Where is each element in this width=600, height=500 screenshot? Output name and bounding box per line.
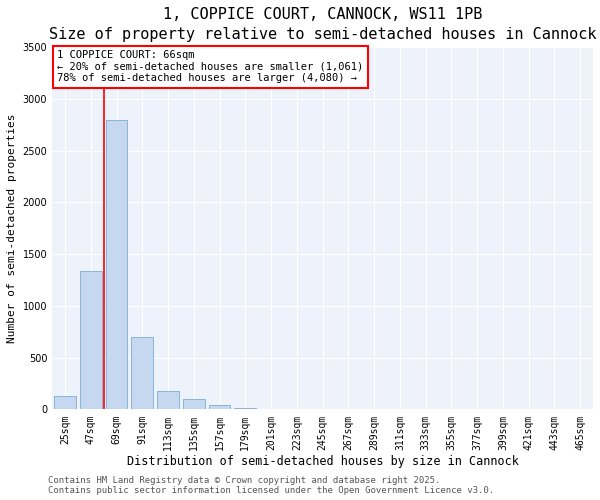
Y-axis label: Number of semi-detached properties: Number of semi-detached properties xyxy=(7,114,17,343)
Bar xyxy=(157,392,179,409)
Text: Contains HM Land Registry data © Crown copyright and database right 2025.
Contai: Contains HM Land Registry data © Crown c… xyxy=(48,476,494,495)
Bar xyxy=(54,396,76,409)
Bar xyxy=(235,408,256,410)
Text: 1 COPPICE COURT: 66sqm
← 20% of semi-detached houses are smaller (1,061)
78% of : 1 COPPICE COURT: 66sqm ← 20% of semi-det… xyxy=(57,50,364,84)
Bar xyxy=(209,405,230,409)
Bar xyxy=(106,120,127,410)
Title: 1, COPPICE COURT, CANNOCK, WS11 1PB
Size of property relative to semi-detached h: 1, COPPICE COURT, CANNOCK, WS11 1PB Size… xyxy=(49,7,596,42)
X-axis label: Distribution of semi-detached houses by size in Cannock: Distribution of semi-detached houses by … xyxy=(127,455,518,468)
Bar xyxy=(131,337,153,409)
Bar xyxy=(80,270,101,409)
Bar xyxy=(183,399,205,409)
